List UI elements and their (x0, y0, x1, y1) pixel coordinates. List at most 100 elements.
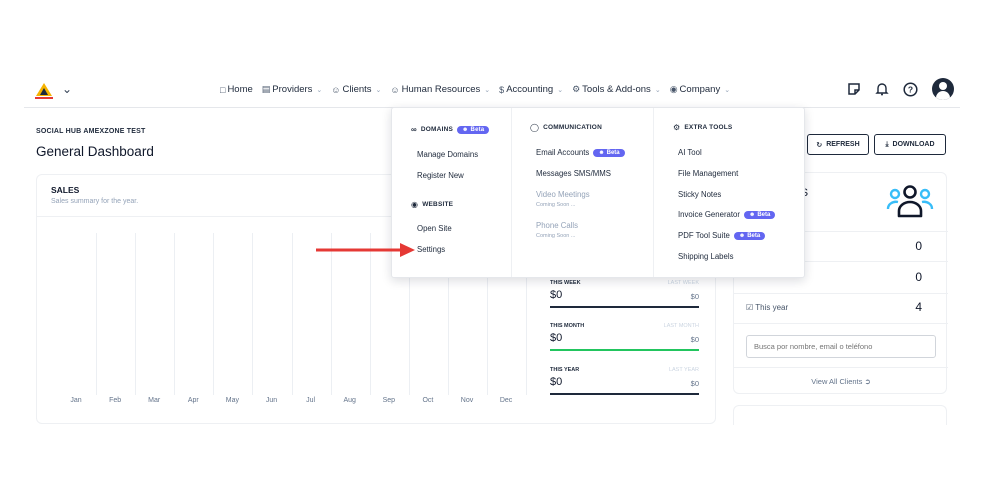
beta-label: Beta (747, 232, 761, 239)
menu-item-settings[interactable]: Settings (417, 245, 446, 254)
chevron-down-icon: ⌄ (654, 86, 661, 94)
menu-item-sticky-notes[interactable]: Sticky Notes (678, 190, 722, 199)
menu-item-file-management[interactable]: File Management (678, 169, 739, 178)
nav-clients[interactable]: ☺ Clients ⌄ (331, 84, 381, 95)
pdf-tool-suite-label: PDF Tool Suite (678, 231, 730, 240)
nav-providers-label: Providers (272, 84, 313, 95)
period-value: $0 (550, 376, 563, 388)
month-tick-label: May (225, 397, 239, 404)
nav-company[interactable]: ◉ Company ⌄ (670, 84, 730, 95)
company-logo-icon[interactable] (34, 82, 54, 100)
beta-label: Beta (606, 149, 620, 156)
chevron-down-icon: ⌄ (484, 86, 491, 94)
divider (734, 261, 948, 262)
period-label: THIS MONTH (550, 323, 585, 329)
invoice-generator-label: Invoice Generator (678, 210, 740, 219)
chart-gridline (330, 233, 332, 395)
month-tick-label: Nov (460, 397, 474, 404)
refresh-icon: ↻ (816, 141, 823, 149)
help-icon[interactable]: ? (903, 81, 918, 97)
globe-icon: ◉ (411, 200, 419, 209)
period-last-value: $0 (690, 335, 699, 344)
beta-badge: ☻ Beta (733, 231, 766, 240)
website-heading: ◉ WEBSITE (411, 200, 453, 209)
clients-count: 0 (915, 239, 922, 253)
coming-soon-note: Coming Soon ... (536, 202, 576, 208)
menu-item-ai-tool[interactable]: AI Tool (678, 148, 702, 157)
nav-human-resources[interactable]: ☺ Human Resources ⌄ (390, 84, 490, 95)
nav-accounting[interactable]: $ Accounting ⌄ (499, 84, 563, 95)
menu-item-video-meetings: Video Meetings (536, 190, 590, 199)
menu-item-email-accounts[interactable]: Email Accounts ☻ Beta (536, 148, 625, 157)
card (733, 405, 947, 425)
menu-item-manage-domains[interactable]: Manage Domains (417, 150, 479, 159)
building-icon: ▤ (261, 84, 271, 94)
period-last-value: $0 (690, 292, 699, 301)
menu-item-open-site[interactable]: Open Site (417, 224, 452, 233)
nav-accounting-label: Accounting (506, 84, 554, 95)
domains-heading-label: DOMAINS (420, 126, 454, 133)
menu-item-messages[interactable]: Messages SMS/MMS (536, 169, 611, 178)
gear-icon: ⚙ (673, 123, 681, 132)
email-accounts-label: Email Accounts (536, 148, 590, 157)
view-all-label: View All Clients (811, 377, 863, 386)
menu-item-pdf-tool-suite[interactable]: PDF Tool Suite ☻ Beta (678, 231, 766, 240)
menu-item-register-new[interactable]: Register New (417, 171, 464, 180)
download-label: DOWNLOAD (892, 141, 935, 148)
tools-addons-dropdown: ∞ DOMAINS ☻ Beta Manage Domains Register … (391, 107, 805, 278)
client-search-input[interactable] (746, 335, 936, 358)
period-value: $0 (550, 289, 563, 301)
month-tick-label: Sep (382, 397, 396, 404)
month-tick-label: Jan (70, 397, 82, 404)
chart-gridline (174, 233, 176, 395)
menu-item-shipping-labels[interactable]: Shipping Labels (678, 252, 734, 261)
top-navbar: ⌄ □ Home ▤ Providers ⌄ ☺ Clients ⌄ ☺ Hum… (24, 76, 960, 108)
period-value: $0 (550, 332, 563, 344)
divider (37, 216, 717, 217)
chevron-down-icon: ⌄ (557, 86, 564, 94)
beta-label: Beta (470, 126, 485, 133)
beta-badge: ☻ Beta (593, 148, 625, 157)
nav-home-label: Home (227, 84, 253, 95)
chart-gridline (487, 233, 488, 395)
bell-icon[interactable] (875, 82, 889, 96)
month-tick-label: Dec (499, 397, 513, 404)
user-avatar-icon[interactable] (932, 78, 954, 100)
chevron-down-icon: ⌄ (316, 86, 323, 94)
chart-gridline (213, 233, 215, 395)
month-tick-label: Feb (109, 397, 122, 404)
refresh-button[interactable]: ↻ REFRESH (807, 134, 869, 155)
arrow-right-circle-icon: ➲ (864, 377, 871, 386)
chevron-down-icon[interactable]: ⌄ (62, 82, 73, 96)
coming-soon-note: Coming Soon ... (536, 233, 576, 239)
note-icon[interactable] (847, 82, 861, 96)
users-icon: ☺ (331, 84, 341, 95)
svg-text:?: ? (908, 84, 913, 94)
nav-providers[interactable]: ▤ Providers ⌄ (262, 84, 323, 95)
person-icon: ☻ (738, 232, 746, 239)
menu-item-phone-calls: Phone Calls (536, 221, 579, 230)
chart-gridline (369, 233, 371, 395)
month-tick-label: Aug (343, 397, 356, 404)
this-year-row: ☑ This year (746, 303, 788, 312)
view-all-clients-link[interactable]: View All Clients ➲ (734, 377, 948, 386)
menu-item-invoice-generator[interactable]: Invoice Generator ☻ Beta (678, 210, 776, 219)
chart-gridline (526, 233, 528, 395)
nav-tools-addons[interactable]: ⚙ Tools & Add-ons ⌄ (572, 84, 661, 95)
download-button[interactable]: ⤓ DOWNLOAD (874, 134, 946, 155)
menu-column-extra-tools: ⚙ EXTRA TOOLS AI Tool File Management St… (654, 108, 804, 277)
chart-gridline (135, 233, 137, 395)
period-last-label: LAST YEAR (668, 367, 699, 373)
globe-icon: ◉ (669, 84, 678, 94)
person-icon: ☻ (598, 149, 605, 156)
period-last-label: LAST WEEK (667, 280, 699, 286)
nav-right-tools: ? (847, 78, 954, 100)
monitor-icon: □ (220, 84, 226, 95)
page-title: General Dashboard (36, 144, 154, 159)
divider (734, 323, 948, 324)
nav-home[interactable]: □ Home (220, 84, 253, 95)
month-tick-label: Mar (148, 397, 161, 404)
communication-heading-label: COMMUNICATION (543, 124, 602, 131)
chevron-down-icon: ⌄ (724, 86, 731, 94)
person-icon: ☻ (462, 126, 469, 133)
